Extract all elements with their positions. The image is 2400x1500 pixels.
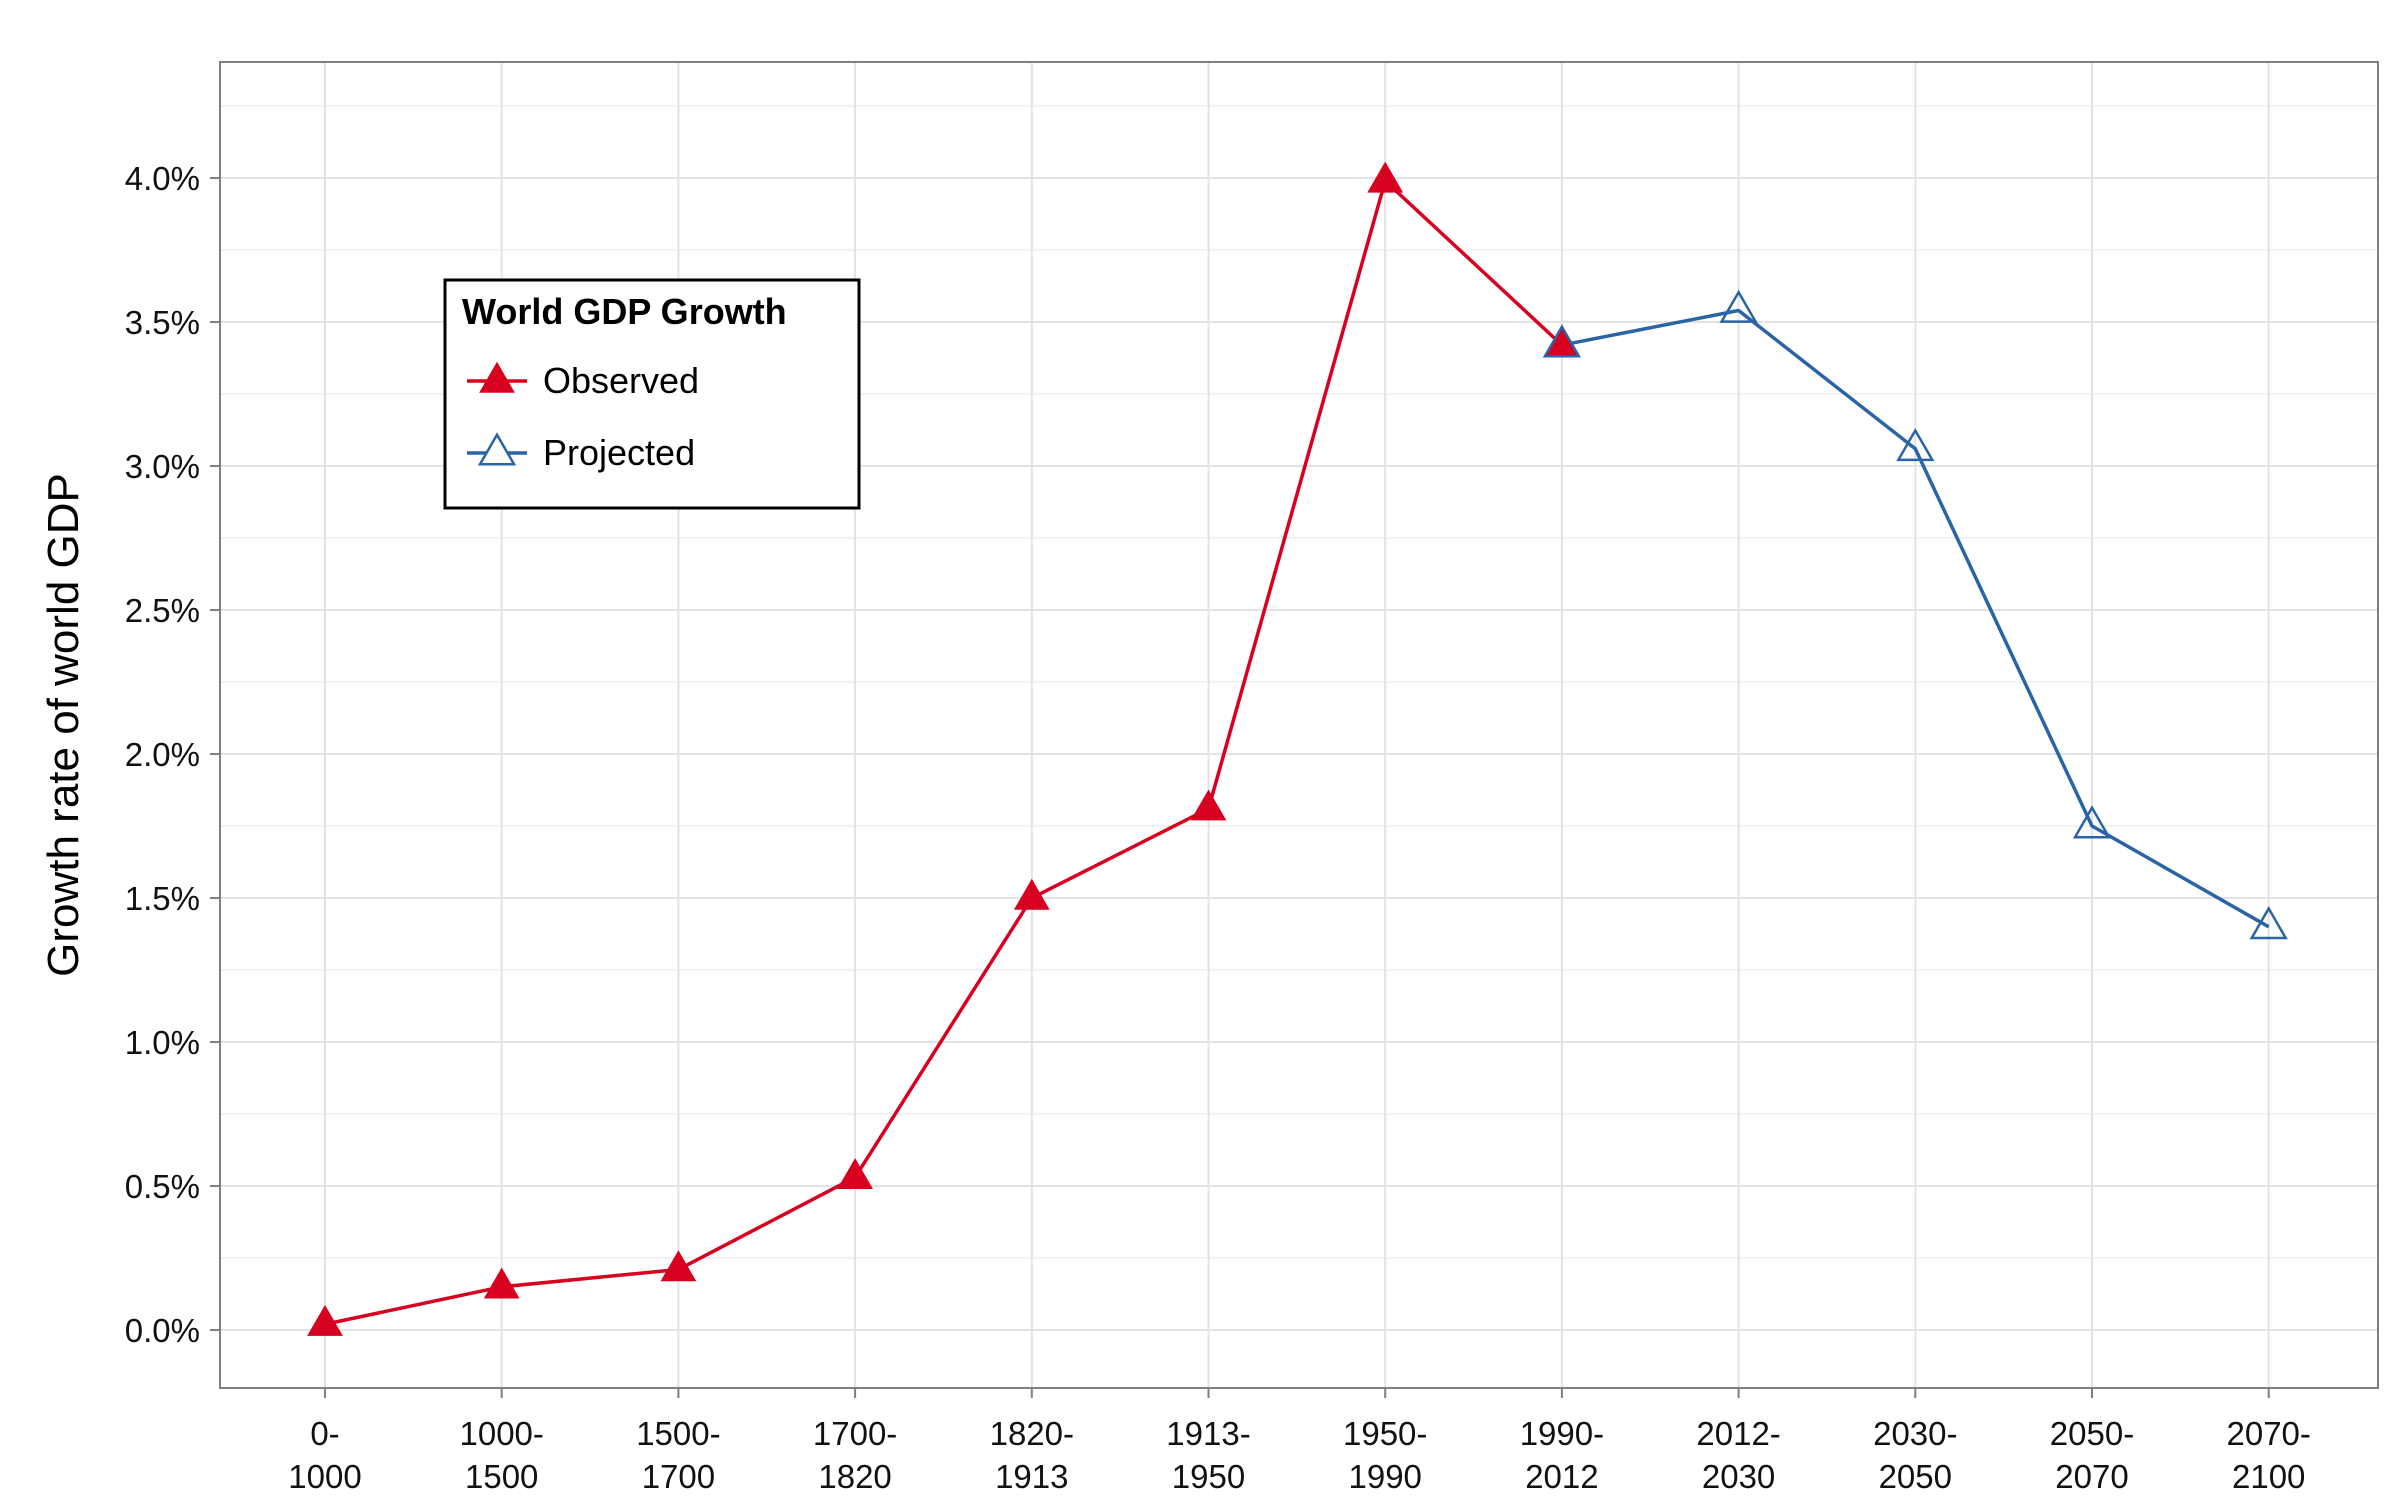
data-point-observed [1367, 161, 1404, 193]
series-layer [307, 161, 2288, 1336]
legend-key-marker [477, 432, 517, 466]
y-tick-label: 1.0% [125, 1024, 200, 1061]
x-tick-label: 2030- [1873, 1415, 1957, 1452]
x-tick-label: 2070- [2226, 1415, 2310, 1452]
y-tick-label: 0.0% [125, 1312, 200, 1349]
x-tick-label: 1000 [288, 1458, 361, 1495]
x-tick-label: 2050 [1879, 1458, 1952, 1495]
x-tick-label: 1820- [990, 1415, 1074, 1452]
x-tick-label: 2012- [1696, 1415, 1780, 1452]
series-line-projected [1561, 308, 2270, 929]
legend-key-marker [479, 361, 515, 393]
y-tick-label: 2.5% [125, 592, 200, 629]
x-tick-label: 0- [310, 1415, 339, 1452]
y-tick-label: 4.0% [125, 160, 200, 197]
major-gridlines [220, 62, 2378, 1388]
x-tick-label: 1700- [813, 1415, 897, 1452]
y-axis-title: Growth rate of world GDP [39, 473, 88, 977]
x-tick-label: 2070 [2055, 1458, 2128, 1495]
x-tick-label: 1913 [995, 1458, 1068, 1495]
x-tick-label: 1700 [642, 1458, 715, 1495]
y-tick-label: 1.5% [125, 880, 200, 917]
data-point-observed [1190, 789, 1227, 821]
y-axis: 0.0% 0.5% 1.0% 1.5% 2.0% 2.5% 3.0% 3.5% 4.0% [125, 160, 220, 1349]
data-point-projected [1719, 289, 1758, 323]
series-line-observed [324, 179, 1564, 1326]
x-tick-label: 2100 [2232, 1458, 2305, 1495]
x-tick-label: 1000- [459, 1415, 543, 1452]
plot-panel [220, 62, 2378, 1388]
data-point-observed [660, 1250, 697, 1282]
legend-box [443, 278, 861, 510]
x-tick-label: 1950- [1343, 1415, 1427, 1452]
legend-label-projected: Projected [543, 432, 695, 473]
x-tick-label: 2030 [1702, 1458, 1775, 1495]
legend: World GDP Growth Observed Projected [443, 278, 861, 510]
x-tick-label: 1820 [818, 1458, 891, 1495]
x-tick-label: 1913- [1166, 1415, 1250, 1452]
x-tick-label: 2050- [2050, 1415, 2134, 1452]
legend-entries: Observed Projected [467, 360, 699, 473]
data-point-projected [1542, 324, 1582, 358]
data-point-observed [1013, 878, 1050, 910]
y-tick-label: 0.5% [125, 1168, 200, 1205]
x-tick-label: 2012 [1525, 1458, 1598, 1495]
x-axis: 0- 1000 1000- 1500 1500- 1700 1700- 1820 1820- 19… [288, 1388, 2311, 1495]
y-tick-label: 3.5% [125, 304, 200, 341]
data-point-projected [2072, 805, 2112, 839]
y-tick-label: 2.0% [125, 736, 200, 773]
y-tick-label: 3.0% [125, 448, 200, 485]
x-tick-label: 1500- [636, 1415, 720, 1452]
legend-title: World GDP Growth [462, 291, 787, 332]
data-point-observed [483, 1267, 520, 1299]
data-point-observed [307, 1304, 343, 1336]
x-tick-label: 1990 [1348, 1458, 1421, 1495]
plot-border [219, 61, 2379, 1389]
x-tick-label: 1950 [1172, 1458, 1245, 1495]
legend-label-observed: Observed [543, 360, 699, 401]
data-point-projected [2249, 906, 2288, 940]
data-point-projected [1896, 427, 1935, 462]
x-tick-label: 1500 [465, 1458, 538, 1495]
x-tick-label: 1990- [1520, 1415, 1604, 1452]
data-point-observed [837, 1158, 873, 1190]
